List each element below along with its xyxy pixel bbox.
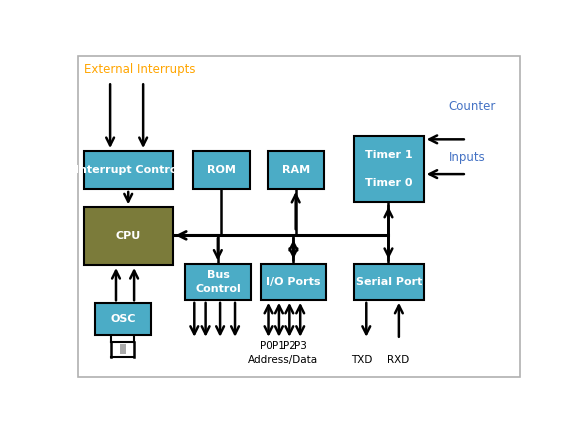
Text: Serial Port: Serial Port xyxy=(356,277,422,287)
Bar xyxy=(95,303,151,335)
Bar xyxy=(84,207,173,265)
Text: Counter: Counter xyxy=(449,100,496,113)
Text: Inputs: Inputs xyxy=(449,151,485,164)
Text: Address/Data: Address/Data xyxy=(248,355,318,365)
Bar xyxy=(354,136,424,202)
Text: P1: P1 xyxy=(272,341,284,351)
Text: RXD: RXD xyxy=(387,355,409,365)
Bar xyxy=(185,264,251,300)
Text: P3: P3 xyxy=(294,341,307,351)
Bar xyxy=(267,151,324,189)
Text: TXD: TXD xyxy=(351,355,373,365)
Text: Timer 1

Timer 0: Timer 1 Timer 0 xyxy=(365,150,412,188)
Text: P0: P0 xyxy=(260,341,273,351)
Text: Bus
Control: Bus Control xyxy=(195,270,241,294)
Bar xyxy=(84,151,173,189)
Bar xyxy=(261,264,326,300)
Text: CPU: CPU xyxy=(116,231,141,241)
Text: External Interrupts: External Interrupts xyxy=(84,63,196,76)
Text: P2: P2 xyxy=(283,341,296,351)
Text: Interrupt Control: Interrupt Control xyxy=(75,165,182,175)
Bar xyxy=(120,344,126,354)
Bar xyxy=(193,151,249,189)
Text: ROM: ROM xyxy=(207,165,236,175)
Text: I/O Ports: I/O Ports xyxy=(266,277,321,287)
Bar xyxy=(354,264,424,300)
Text: OSC: OSC xyxy=(110,314,135,324)
Text: RAM: RAM xyxy=(282,165,310,175)
